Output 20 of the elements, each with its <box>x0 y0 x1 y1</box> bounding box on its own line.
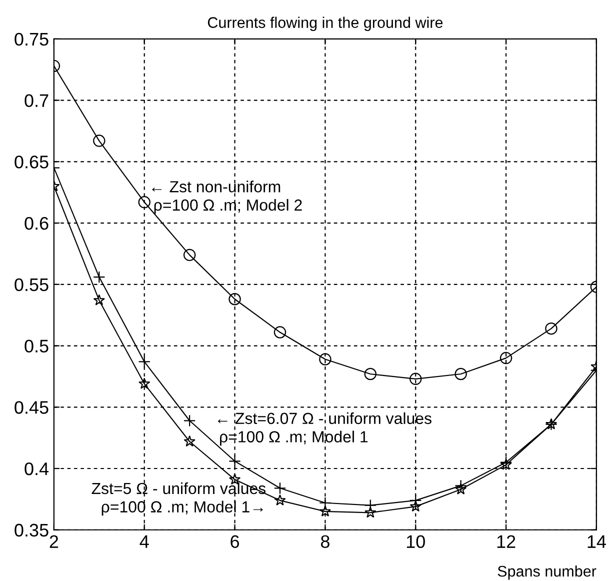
x-tick-label: 8 <box>320 535 330 548</box>
y-tick-label: 0.65 <box>14 156 48 168</box>
y-tick-label: 0.6 <box>24 216 48 230</box>
annotation: ← Zst=6.07 Ω - uniform values ρ=100 Ω .m; Model 1 <box>218 412 432 446</box>
y-tick-label: 0.7 <box>24 94 48 108</box>
annotation: ← Zst non-uniform ρ=100 Ω .m; Model 2 <box>152 180 302 214</box>
y-tick-label: 0.35 <box>14 524 48 537</box>
x-axis-title: Spans number <box>498 565 596 580</box>
x-tick-label: 6 <box>230 535 240 548</box>
x-tick-label: 2 <box>50 535 58 548</box>
y-tick-label: 0.5 <box>24 340 48 352</box>
x-tick-label: 14 <box>588 535 606 548</box>
x-tick-label: 12 <box>497 535 516 548</box>
chart-title: Currents flowing in the ground wire <box>208 16 443 31</box>
x-tick-label: 10 <box>406 535 425 548</box>
y-tick-label: 0.75 <box>14 32 48 46</box>
y-tick-label: 0.55 <box>14 278 48 292</box>
y-tick-label: 0.45 <box>14 401 48 414</box>
y-tick-label: 0.4 <box>24 462 49 476</box>
x-tick-label: 4 <box>140 535 149 548</box>
